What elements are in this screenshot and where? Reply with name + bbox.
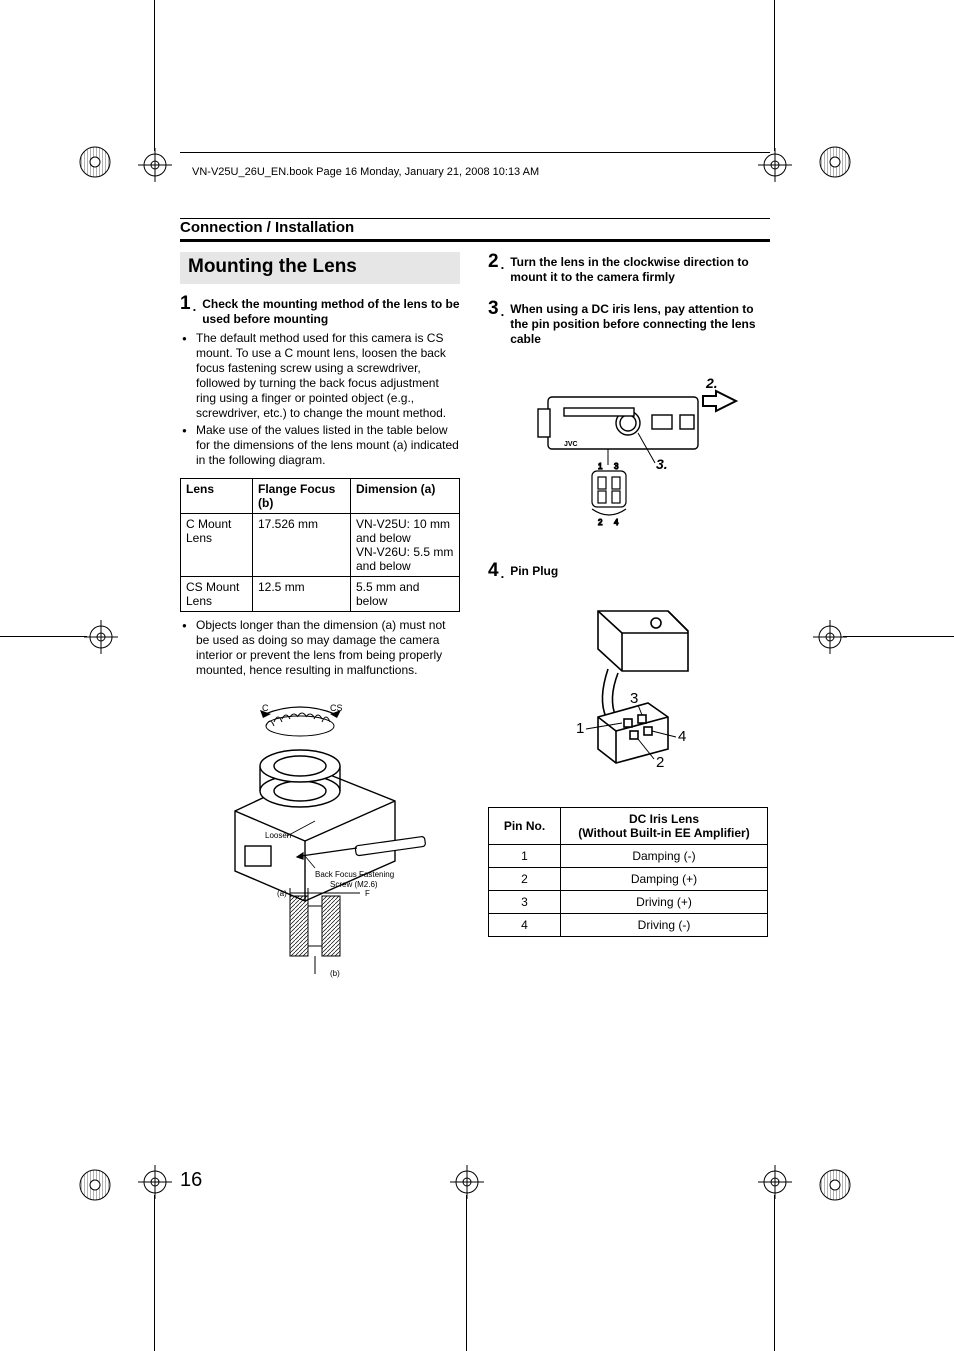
step-3: 3 . When using a DC iris lens, pay atten… <box>488 299 768 347</box>
section-title: Connection / Installation <box>180 218 770 242</box>
step-4: 4 . Pin Plug <box>488 561 768 581</box>
regmark-h-ml <box>0 636 87 637</box>
running-header: VN-V25U_26U_EN.book Page 16 Monday, Janu… <box>192 166 539 178</box>
regmark-cross-tl <box>138 148 172 182</box>
label-b: (b) <box>330 969 340 978</box>
td: 3 <box>489 891 561 914</box>
td: 4 <box>489 914 561 937</box>
regmark-v-top <box>154 0 155 151</box>
regmark-v-bot-c <box>466 1195 467 1351</box>
regmark-shaded-tl <box>78 145 112 179</box>
regmark-h-mr <box>843 636 954 637</box>
article-title: Mounting the Lens <box>180 252 460 284</box>
regmark-v-top-r <box>774 0 775 151</box>
page-number: 16 <box>180 1169 202 1192</box>
label-c: C <box>262 703 269 713</box>
th-pinno: Pin No. <box>489 808 561 845</box>
bullet-item: Make use of the values listed in the tab… <box>196 423 460 468</box>
regmark-v-bot-l <box>154 1195 155 1351</box>
pin-4: 4 <box>614 518 619 527</box>
pinplug-4: 4 <box>678 728 686 745</box>
td: 17.526 mm <box>253 514 351 577</box>
runhead-rule <box>180 152 770 153</box>
regmark-v-bot-r <box>774 1195 775 1351</box>
pin-table: Pin No. DC Iris Lens (Without Built-in E… <box>488 807 768 937</box>
th-flange: Flange Focus (b) <box>253 479 351 514</box>
right-column: 2 . Turn the lens in the clockwise direc… <box>488 252 768 986</box>
section-title-text: Connection / Installation <box>180 219 770 236</box>
step-dot: . <box>193 299 197 314</box>
td: 5.5 mm and below <box>351 577 460 612</box>
page-content: VN-V25U_26U_EN.book Page 16 Monday, Janu… <box>180 152 770 1192</box>
step-3-text: When using a DC iris lens, pay attention… <box>510 302 768 347</box>
bullet-item: The default method used for this camera … <box>196 331 460 421</box>
label-a: (a) <box>277 889 287 898</box>
figure-camera-connector: 2. JVC <box>488 373 768 553</box>
td: CS Mount Lens <box>181 577 253 612</box>
pinplug-2: 2 <box>656 754 664 771</box>
td: Driving (-) <box>561 914 768 937</box>
th-dim: Dimension (a) <box>351 479 460 514</box>
td: 1 <box>489 845 561 868</box>
regmark-shaded-br <box>818 1168 852 1202</box>
bullets-1: The default method used for this camera … <box>180 331 460 468</box>
th-dciris: DC Iris Lens (Without Built-in EE Amplif… <box>561 808 768 845</box>
td: Driving (+) <box>561 891 768 914</box>
step-2-number: 2 <box>488 252 499 271</box>
step-dot: . <box>501 304 505 319</box>
regmark-cross-mr <box>813 620 847 654</box>
figure-lens-mount: C CS <box>180 696 460 986</box>
step-dot: . <box>501 257 505 272</box>
bullet-item: Objects longer than the dimension (a) mu… <box>196 618 460 678</box>
step-1: 1 . Check the mounting method of the len… <box>180 294 460 327</box>
td: 2 <box>489 868 561 891</box>
step-1-text: Check the mounting method of the lens to… <box>202 297 460 327</box>
regmark-shaded-tr <box>818 145 852 179</box>
step-4-number: 4 <box>488 561 499 580</box>
pin-3: 3 <box>614 462 619 471</box>
td: C Mount Lens <box>181 514 253 577</box>
figure-pin-plug: 1 3 4 2 <box>488 599 768 779</box>
lens-table: Lens Flange Focus (b) Dimension (a) C Mo… <box>180 478 460 612</box>
regmark-cross-ml <box>84 620 118 654</box>
pinplug-1: 1 <box>576 720 584 737</box>
pinplug-3: 3 <box>630 690 638 707</box>
fig-label-2: 2. <box>705 375 718 391</box>
step-2: 2 . Turn the lens in the clockwise direc… <box>488 252 768 285</box>
regmark-shaded-bl <box>78 1168 112 1202</box>
pin-2: 2 <box>598 518 603 527</box>
td: Damping (-) <box>561 845 768 868</box>
th-lens: Lens <box>181 479 253 514</box>
label-screw-2: Screw (M2.6) <box>330 880 378 889</box>
step-2-text: Turn the lens in the clockwise direction… <box>510 255 768 285</box>
td: VN-V25U: 10 mm and below VN-V26U: 5.5 mm… <box>351 514 460 577</box>
label-f: F <box>365 889 370 898</box>
fig-label-3: 3. <box>656 456 668 472</box>
left-column: Mounting the Lens 1 . Check the mounting… <box>180 252 460 986</box>
label-screw-1: Back Focus Fastening <box>315 870 394 879</box>
step-4-text: Pin Plug <box>510 564 558 579</box>
step-dot: . <box>501 566 505 581</box>
regmark-cross-bl <box>138 1165 172 1199</box>
bullets-2: Objects longer than the dimension (a) mu… <box>180 618 460 678</box>
td: 12.5 mm <box>253 577 351 612</box>
td: Damping (+) <box>561 868 768 891</box>
label-cs: CS <box>330 703 343 713</box>
step-1-number: 1 <box>180 294 191 313</box>
fig-label-jvc: JVC <box>564 441 578 448</box>
pin-1: 1 <box>598 462 603 471</box>
step-3-number: 3 <box>488 299 499 318</box>
